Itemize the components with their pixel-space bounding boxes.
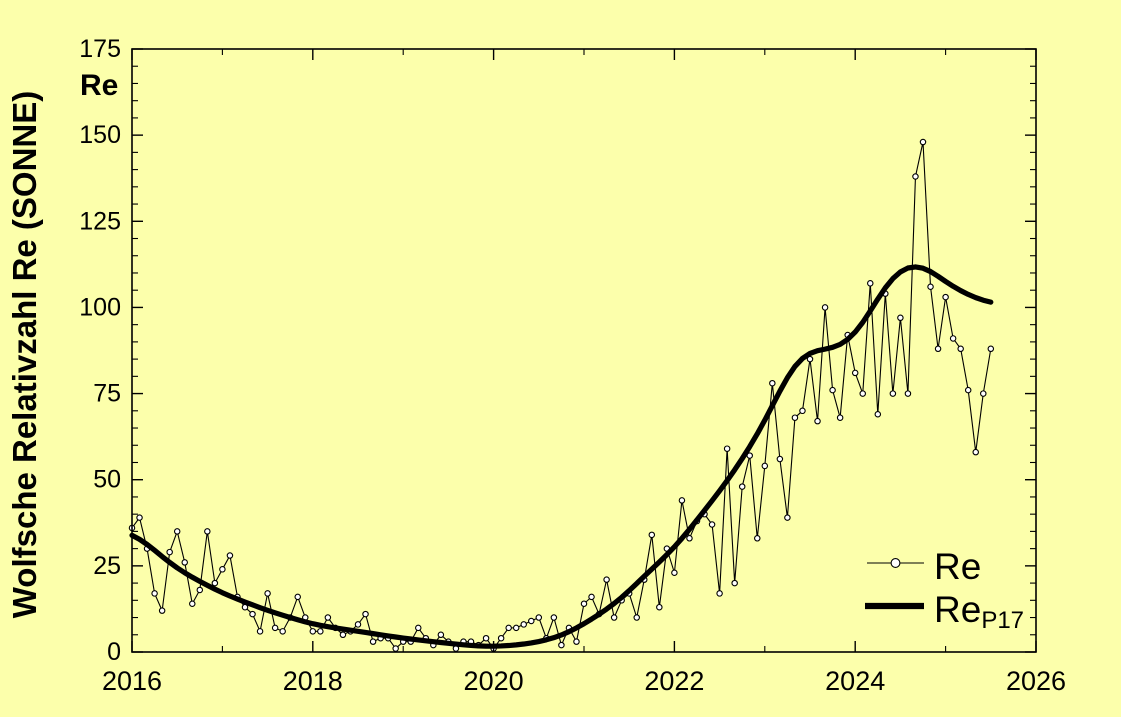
svg-text:175: 175 (79, 35, 121, 63)
svg-text:125: 125 (79, 207, 121, 235)
svg-text:Re: Re (934, 546, 981, 587)
svg-text:Re: Re (80, 69, 118, 102)
svg-text:150: 150 (79, 121, 121, 149)
svg-text:0: 0 (107, 638, 121, 666)
svg-text:2020: 2020 (464, 666, 524, 696)
svg-text:100: 100 (79, 293, 121, 321)
svg-text:2022: 2022 (644, 666, 704, 696)
svg-text:25: 25 (93, 552, 121, 580)
svg-text:50: 50 (93, 466, 121, 494)
svg-text:Wolfsche Relativzahl Re (SONNE: Wolfsche Relativzahl Re (SONNE) (6, 91, 43, 619)
svg-text:2026: 2026 (1006, 666, 1066, 696)
svg-text:2018: 2018 (283, 666, 343, 696)
svg-text:75: 75 (93, 380, 121, 408)
svg-text:2016: 2016 (102, 666, 162, 696)
svg-text:2024: 2024 (825, 666, 885, 696)
